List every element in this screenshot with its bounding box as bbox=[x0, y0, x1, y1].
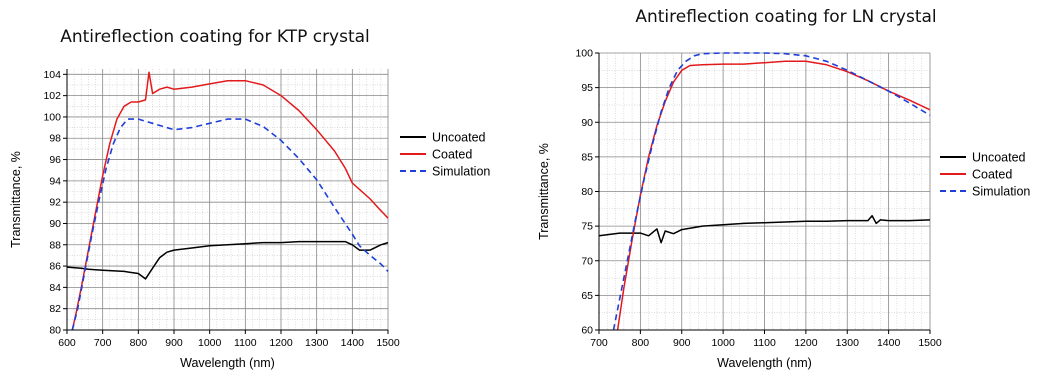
series-line-simulation bbox=[612, 52, 931, 331]
chart-0: Antireflection coating for KTP crystal 60… bbox=[9, 27, 490, 370]
x-tick-label: 800 bbox=[130, 337, 148, 349]
x-axis-label: Wavelength (nm) bbox=[717, 356, 812, 370]
legend-label-simulation: Simulation bbox=[972, 185, 1030, 199]
series-line-coated bbox=[616, 60, 931, 331]
x-tick-label: 1300 bbox=[305, 337, 329, 349]
legend: Uncoated Coated Simulation bbox=[940, 151, 1030, 199]
x-tick-label: 1200 bbox=[269, 337, 293, 349]
x-tick-label: 1200 bbox=[794, 337, 818, 349]
y-tick-label: 100 bbox=[575, 48, 593, 60]
y-tick-label: 60 bbox=[581, 325, 593, 337]
x-tick-label: 1500 bbox=[918, 337, 942, 349]
x-tick-label: 800 bbox=[632, 337, 650, 349]
x-tick-label: 600 bbox=[58, 337, 76, 349]
x-tick-label: 1400 bbox=[877, 337, 901, 349]
y-tick-label: 82 bbox=[49, 303, 61, 315]
x-tick-label: 1400 bbox=[341, 337, 365, 349]
y-axis-label: Transmittance, % bbox=[9, 151, 23, 248]
y-tick-label: 90 bbox=[581, 117, 593, 129]
legend: Uncoated Coated Simulation bbox=[400, 131, 490, 179]
y-tick-label: 65 bbox=[581, 290, 593, 302]
x-tick-label: 900 bbox=[165, 337, 183, 349]
y-tick-label: 98 bbox=[49, 133, 61, 145]
legend-label-simulation: Simulation bbox=[432, 165, 490, 179]
y-tick-label: 75 bbox=[581, 221, 593, 233]
chart-title: Antireflection coating for LN crystal bbox=[635, 7, 936, 27]
y-tick-label: 80 bbox=[581, 186, 593, 198]
x-tick-label: 1000 bbox=[198, 337, 222, 349]
series-line-simulation bbox=[71, 118, 389, 331]
y-tick-label: 85 bbox=[581, 151, 593, 163]
x-tick-label: 1100 bbox=[753, 337, 776, 349]
y-axis-label: Transmittance, % bbox=[537, 143, 551, 240]
legend-label-uncoated: Uncoated bbox=[972, 151, 1026, 165]
y-tick-label: 84 bbox=[49, 282, 61, 294]
y-tick-label: 86 bbox=[49, 261, 61, 273]
y-tick-label: 88 bbox=[49, 239, 61, 251]
x-tick-label: 900 bbox=[673, 337, 691, 349]
y-tick-label: 90 bbox=[49, 218, 61, 230]
y-tick-label: 95 bbox=[581, 82, 593, 94]
x-tick-label: 700 bbox=[94, 337, 112, 349]
series-line-coated bbox=[71, 71, 389, 331]
chart-title: Antireflection coating for KTP crystal bbox=[60, 27, 370, 47]
chart-1: Antireflection coating for LN crystal 700… bbox=[537, 7, 1030, 370]
y-tick-label: 102 bbox=[43, 90, 61, 102]
y-tick-label: 92 bbox=[49, 197, 61, 209]
y-tick-label: 96 bbox=[49, 154, 61, 166]
x-tick-label: 1100 bbox=[234, 337, 257, 349]
x-tick-label: 1500 bbox=[376, 337, 400, 349]
legend-label-coated: Coated bbox=[972, 168, 1012, 182]
series-line-uncoated bbox=[598, 214, 931, 244]
series-line-uncoated bbox=[66, 240, 389, 280]
x-tick-label: 700 bbox=[590, 337, 608, 349]
legend-label-uncoated: Uncoated bbox=[432, 131, 486, 145]
x-tick-label: 1300 bbox=[836, 337, 860, 349]
x-axis-label: Wavelength (nm) bbox=[180, 356, 275, 370]
x-tick-label: 1000 bbox=[711, 337, 735, 349]
y-tick-label: 104 bbox=[43, 69, 61, 81]
legend-label-coated: Coated bbox=[432, 148, 472, 162]
y-tick-label: 80 bbox=[49, 325, 61, 337]
y-tick-label: 100 bbox=[43, 111, 61, 123]
y-tick-label: 70 bbox=[581, 255, 593, 267]
y-tick-label: 94 bbox=[49, 175, 61, 187]
